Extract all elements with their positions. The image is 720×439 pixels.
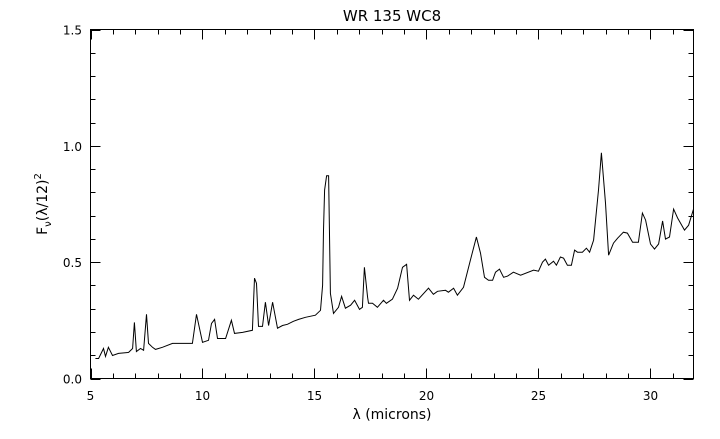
tick-labels: 5 10 15 20 25 30 0.0 0.5 1.0 1.5 <box>63 24 658 404</box>
y-tick-label: 1.0 <box>63 140 82 154</box>
y-tick-label: 0.5 <box>63 256 82 270</box>
plot-frame <box>90 29 694 379</box>
x-axis-label: λ (microns) <box>352 407 431 423</box>
x-tick-label: 20 <box>419 389 434 403</box>
x-tick-label: 10 <box>195 389 210 403</box>
y-axis-label: Fν(λ/12)2 <box>33 173 54 235</box>
spectrum-line <box>95 152 694 359</box>
chart-title: WR 135 WC8 <box>343 7 441 25</box>
y-tick-label: 0.0 <box>63 373 82 387</box>
y-tick-label: 1.5 <box>63 24 82 38</box>
axis-ticks <box>90 29 694 380</box>
x-tick-label: 30 <box>643 389 658 403</box>
x-tick-label: 15 <box>307 389 322 403</box>
x-tick-label: 25 <box>531 389 546 403</box>
x-tick-label: 5 <box>87 389 95 403</box>
